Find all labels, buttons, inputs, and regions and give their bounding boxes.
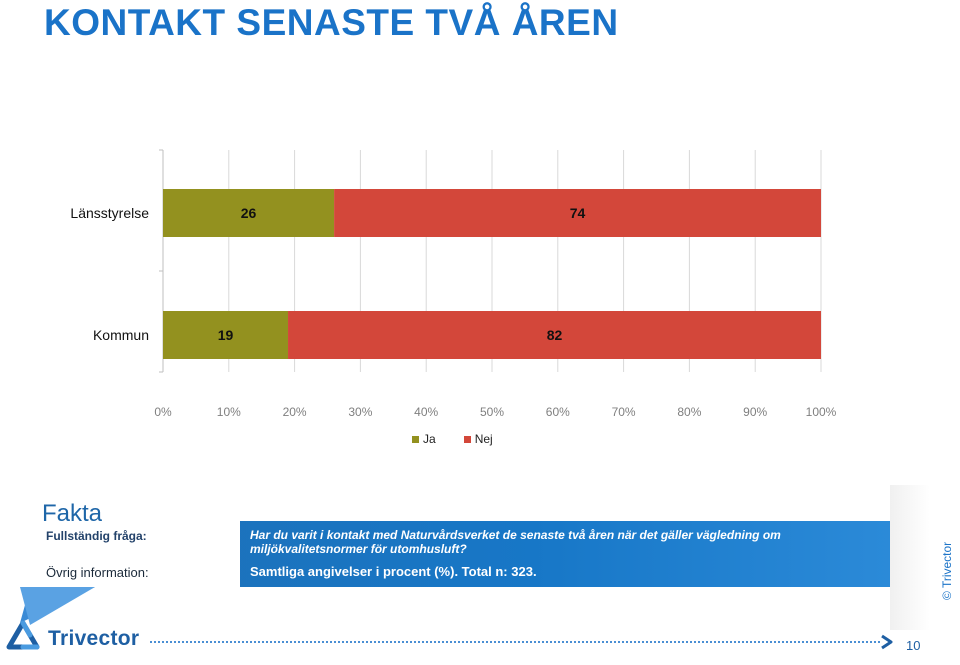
chevron-right-icon	[881, 634, 893, 650]
page-number: 10	[906, 638, 921, 653]
stacked-bar-chart: 0% 10% 20% 30% 40% 50% 60% 70% 80% 90% 100% Länssty…	[70, 149, 837, 419]
x-tick-label-2: 20%	[283, 405, 307, 419]
bar-ja-0	[163, 189, 335, 237]
data-label-nej-0: 74	[570, 205, 586, 221]
legend-item-ja: Ja	[412, 432, 436, 446]
data-label-nej-1: 82	[547, 327, 563, 343]
logo-text: Trivector	[48, 627, 140, 650]
chart-legend: Ja Nej	[412, 432, 493, 446]
question-label: Fullständig fråga:	[46, 529, 147, 543]
x-tick-label-0: 0%	[154, 405, 172, 419]
copyright-text: © Trivector	[940, 541, 954, 600]
question-text: Har du varit i kontakt med Naturvårdsver…	[250, 528, 781, 556]
x-tick-label-9: 90%	[743, 405, 767, 419]
other-info-text: Samtliga angivelser i procent (%). Total…	[250, 564, 537, 579]
side-shade	[890, 485, 930, 630]
category-label-0: Länsstyrelse	[70, 205, 149, 221]
footer-dotted-line	[150, 641, 880, 643]
legend-item-nej: Nej	[463, 432, 493, 446]
bar-ja-1	[163, 311, 289, 359]
legend-label-ja: Ja	[423, 432, 436, 446]
data-label-ja-1: 19	[218, 327, 234, 343]
legend-swatch-nej	[463, 435, 471, 443]
x-tick-label-3: 30%	[348, 405, 372, 419]
x-tick-label-8: 80%	[677, 405, 701, 419]
data-label-ja-0: 26	[241, 205, 257, 221]
fakta-label-column	[0, 521, 240, 587]
decorative-flag	[0, 587, 95, 625]
x-tick-label-7: 70%	[612, 405, 636, 419]
trivector-logo-icon	[6, 620, 40, 650]
page-title: KONTAKT SENASTE TVÅ ÅREN	[44, 2, 619, 43]
legend-label-nej: Nej	[474, 432, 493, 446]
bar-nej-0	[334, 189, 821, 237]
category-label-1: Kommun	[93, 327, 149, 343]
x-tick-label-10: 100%	[806, 405, 837, 419]
other-info-label: Övrig information:	[46, 565, 149, 580]
trivector-logo: Trivector	[4, 620, 139, 658]
legend-swatch-ja	[412, 435, 419, 443]
bar-nej-1	[288, 311, 821, 359]
x-tick-label-6: 60%	[546, 405, 570, 419]
x-tick-label-4: 40%	[414, 405, 438, 419]
x-tick-label-5: 50%	[480, 405, 504, 419]
x-tick-label-1: 10%	[217, 405, 241, 419]
